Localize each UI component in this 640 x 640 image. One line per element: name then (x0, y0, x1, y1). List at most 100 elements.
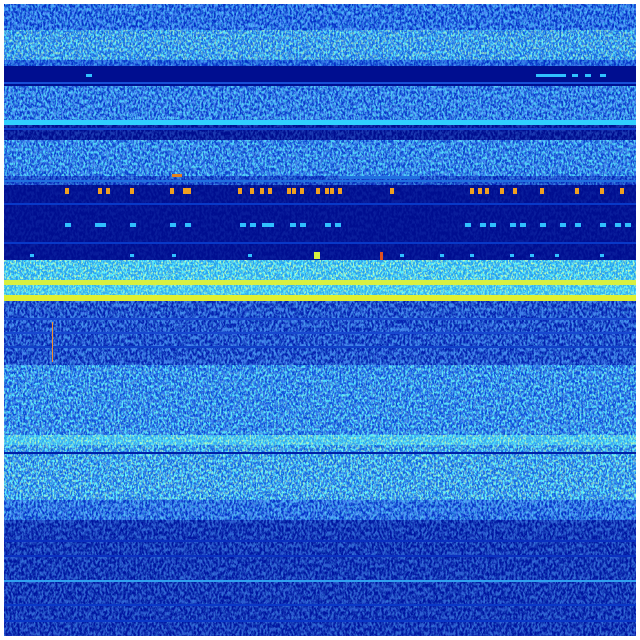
band (4, 295, 636, 301)
signal-dash (470, 188, 474, 194)
band (4, 120, 636, 125)
signal-dash (572, 74, 578, 77)
streak (4, 452, 636, 454)
band (4, 280, 636, 285)
signal-dash (98, 188, 102, 194)
signal-dash (560, 223, 566, 227)
signal-dash (287, 188, 291, 194)
signal-dash (440, 254, 444, 257)
signal-dash (248, 254, 252, 257)
streak (4, 620, 636, 622)
signal-dash (172, 174, 182, 177)
signal-dash (240, 223, 246, 227)
streak (4, 604, 636, 606)
noise-green (4, 500, 636, 520)
signal-dash (268, 223, 274, 227)
noise-green (4, 140, 636, 176)
noise-blue (4, 185, 636, 260)
signal-dash (325, 223, 331, 227)
signal-dash (130, 188, 134, 194)
signal-dash (536, 74, 566, 77)
signal-dash (130, 254, 134, 257)
noise-green (4, 435, 636, 445)
signal-dash (490, 223, 496, 227)
signal-dash (575, 188, 579, 194)
signal-dash (65, 188, 69, 194)
signal-dash (585, 74, 591, 77)
signal-dash (625, 223, 631, 227)
signal-dash (100, 223, 106, 227)
signal-dash (268, 188, 272, 194)
signal-dash (170, 188, 174, 194)
noise-cyan (4, 4, 636, 30)
streak (4, 580, 636, 582)
signal-dash (600, 74, 606, 77)
noise-green (4, 86, 636, 120)
streak (4, 203, 636, 205)
noise-green (4, 365, 636, 435)
signal-dash (250, 223, 256, 227)
signal-dash (530, 254, 534, 257)
signal-dash (520, 223, 526, 227)
signal-dash (325, 188, 329, 194)
streak (4, 180, 636, 182)
noise-cyan (4, 60, 636, 66)
noise-green (4, 445, 636, 500)
signal-dash (335, 223, 341, 227)
signal-dash (340, 176, 420, 179)
noise-green (4, 260, 636, 280)
signal-dash (238, 188, 242, 194)
signal-dash (510, 254, 514, 257)
signal-dash (470, 254, 474, 257)
noise-green (4, 285, 636, 295)
signal-dash (95, 223, 101, 227)
signal-dash (478, 188, 482, 194)
signal-dash (130, 223, 136, 227)
streak (4, 128, 636, 130)
signal-dash (600, 188, 604, 194)
signal-dash (615, 223, 621, 227)
signal-dash (290, 223, 296, 227)
streak (4, 346, 636, 348)
streak (4, 318, 636, 320)
signal-dash (260, 188, 264, 194)
signal-dash (555, 254, 559, 257)
signal-dash (510, 223, 516, 227)
signal-dash (250, 188, 254, 194)
streak (4, 82, 636, 84)
signal-dash (52, 322, 53, 362)
signal-dash (575, 223, 581, 227)
signal-dash (465, 223, 471, 227)
signal-dash (316, 188, 320, 194)
streak (4, 242, 636, 244)
signal-dash (86, 74, 92, 77)
signal-dash (106, 188, 110, 194)
signal-dash (262, 223, 268, 227)
signal-dash (540, 223, 546, 227)
signal-dash (338, 188, 342, 194)
signal-dash (187, 188, 191, 194)
noise-green (4, 30, 636, 60)
signal-dash (170, 223, 176, 227)
signal-dash (300, 223, 306, 227)
signal-dash (380, 252, 383, 260)
signal-dash (600, 254, 604, 257)
signal-dash (185, 223, 191, 227)
streak (4, 540, 636, 542)
signal-dash (314, 252, 320, 259)
signal-dash (292, 188, 296, 194)
streak (4, 332, 636, 334)
signal-dash (480, 223, 486, 227)
noise-blue (4, 125, 636, 140)
signal-dash (620, 188, 624, 194)
signal-dash (400, 254, 404, 257)
noise-cyan (4, 520, 636, 636)
signal-dash (172, 254, 176, 257)
band (4, 66, 636, 86)
signal-dash (513, 188, 517, 194)
streak (4, 555, 636, 557)
signal-dash (330, 188, 334, 194)
signal-dash (300, 188, 304, 194)
